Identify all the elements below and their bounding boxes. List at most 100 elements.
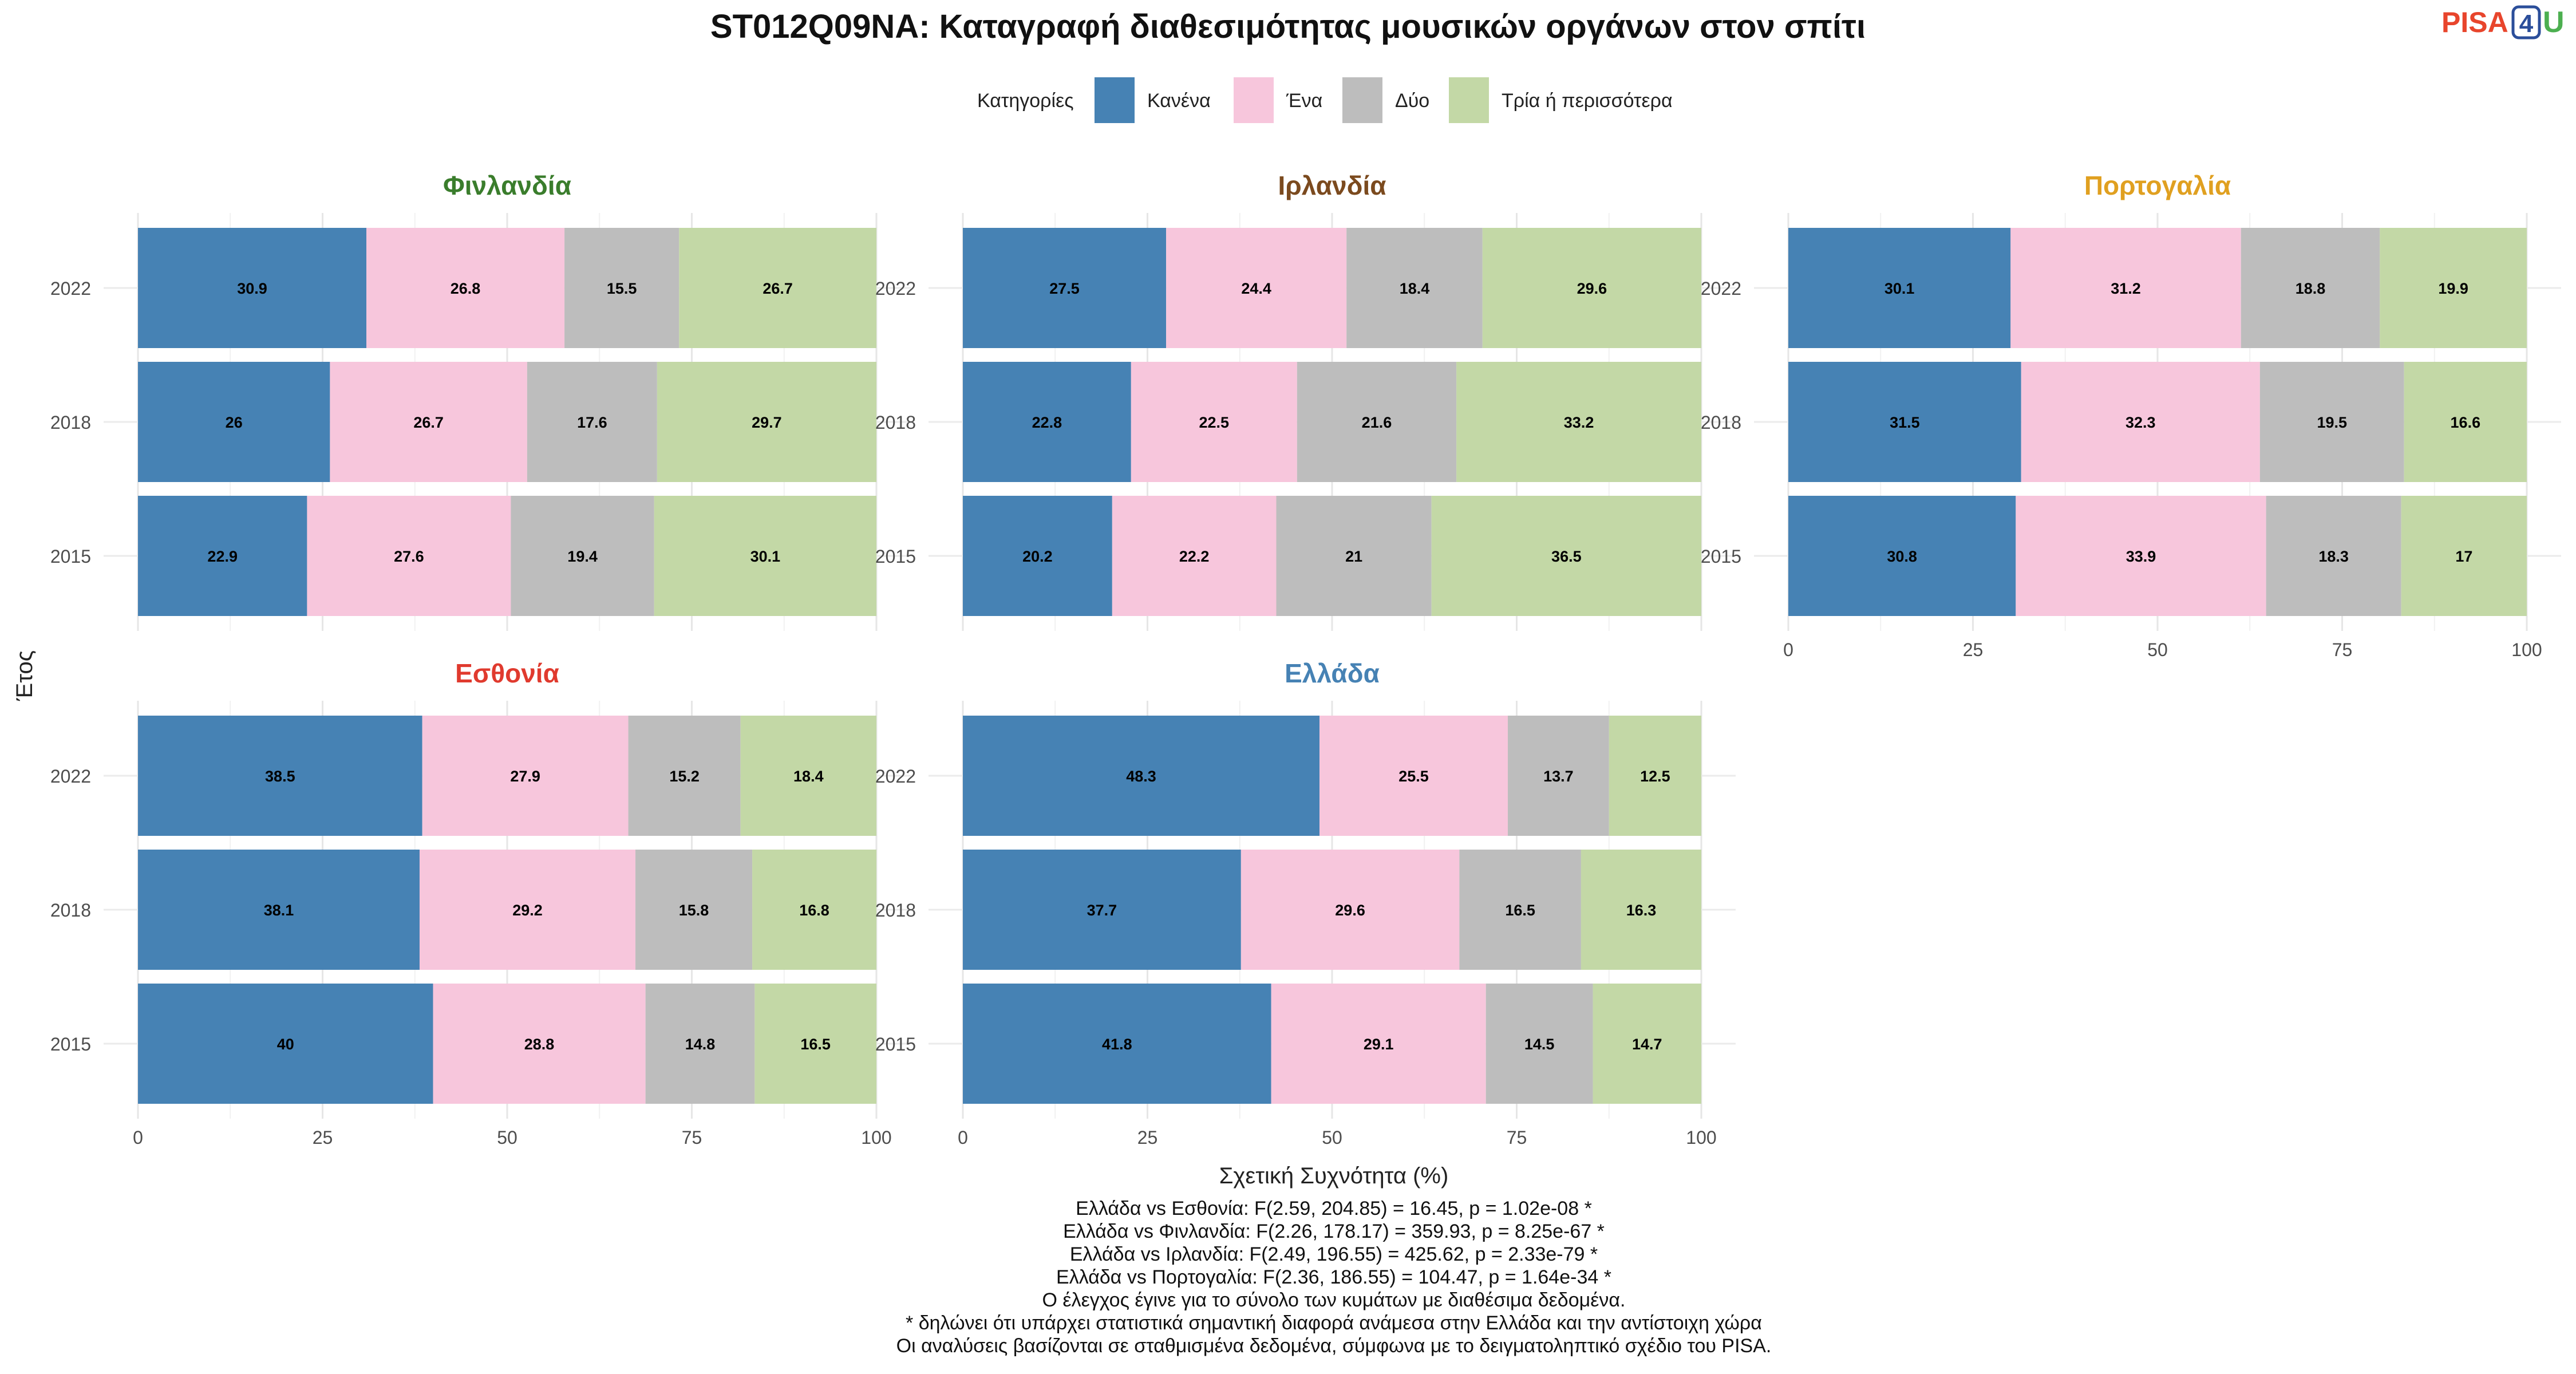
bar-segment xyxy=(1788,496,2016,616)
facet-panel: Φινλανδία 2022 30.9 26.8 15.5 26.7 2018 26 26.7 1… xyxy=(50,171,911,631)
data-label: 15.8 xyxy=(679,902,709,919)
data-label: 14.7 xyxy=(1632,1036,1662,1053)
data-label: 17 xyxy=(2455,548,2472,565)
bar-segment xyxy=(963,850,1241,970)
logo-digit: 4 xyxy=(2519,10,2534,38)
y-tick-label: 2015 xyxy=(50,1034,91,1055)
bar-segment xyxy=(1456,362,1701,482)
bar-segment xyxy=(657,362,876,482)
data-label: 22.5 xyxy=(1199,414,1230,431)
data-label: 18.4 xyxy=(1400,280,1430,297)
legend-label: Τρία ή περισσότερα xyxy=(1502,90,1673,112)
facet-panel: Ιρλανδία 2022 27.5 24.4 18.4 29.6 2018 22.8 22.5… xyxy=(875,171,1736,631)
bar-segment xyxy=(1166,228,1347,348)
pisa4u-logo: PISA 4 U xyxy=(2441,5,2565,40)
footnote-line: * δηλώνει ότι υπάρχει στατιστικά σημαντι… xyxy=(906,1312,1762,1334)
data-label: 16.5 xyxy=(1505,902,1535,919)
data-label: 26.8 xyxy=(451,280,481,297)
bar-segment xyxy=(1240,850,1460,970)
data-label: 17.6 xyxy=(577,414,607,431)
y-axis-title: Έτος xyxy=(12,650,37,701)
bar-segment xyxy=(527,362,657,482)
y-tick-label: 2018 xyxy=(50,900,91,921)
panel-title: Ελλάδα xyxy=(1285,658,1380,688)
bar-segment xyxy=(635,850,753,970)
bar-segment xyxy=(1131,362,1297,482)
logo-letter: U xyxy=(2543,6,2565,39)
data-label: 32.3 xyxy=(2125,414,2156,431)
data-label: 33.2 xyxy=(1564,414,1594,431)
footnotes: Ελλάδα vs Εσθονία: F(2.59, 204.85) = 16.… xyxy=(896,1198,1772,1357)
bar-segment xyxy=(654,496,876,616)
data-label: 15.5 xyxy=(607,280,637,297)
data-label: 26.7 xyxy=(413,414,444,431)
bar-segment xyxy=(752,850,876,970)
bar-segment xyxy=(2241,228,2380,348)
y-tick-label: 2018 xyxy=(875,412,916,433)
data-label: 21.6 xyxy=(1362,414,1392,431)
x-tick-label: 50 xyxy=(2147,639,2168,660)
bar-segment xyxy=(1508,716,1609,836)
y-tick-label: 2015 xyxy=(875,546,916,567)
y-tick-label: 2015 xyxy=(875,1034,916,1055)
bar-segment xyxy=(963,228,1167,348)
chart-title: ST012Q09NA: Καταγραφή διαθεσιμότητας μου… xyxy=(710,8,1866,45)
facet-panels: Φινλανδία 2022 30.9 26.8 15.5 26.7 2018 26 26.7 1… xyxy=(50,171,2561,1148)
x-tick-label: 50 xyxy=(497,1127,517,1148)
data-label: 27.9 xyxy=(510,768,540,785)
bar-segment xyxy=(1271,984,1486,1104)
bar-segment xyxy=(2404,362,2527,482)
bar-segment xyxy=(2016,496,2266,616)
bar-segment xyxy=(2401,496,2527,616)
panel-title: Πορτογαλία xyxy=(2084,171,2231,200)
data-label: 18.4 xyxy=(793,768,824,785)
bar-segment xyxy=(628,716,741,836)
legend: Κατηγορίες Κανένα Ένα Δύο Τρία ή περισσότερ… xyxy=(977,77,1673,123)
bar-segment xyxy=(138,362,330,482)
y-tick-label: 2022 xyxy=(1701,278,1741,299)
bar-segment xyxy=(963,496,1112,616)
legend-label: Κανένα xyxy=(1147,90,1211,112)
data-label: 18.3 xyxy=(2318,548,2349,565)
legend-key xyxy=(1095,77,1135,123)
bar-segment xyxy=(330,362,527,482)
bar-segment xyxy=(2021,362,2260,482)
data-label: 27.5 xyxy=(1049,280,1080,297)
data-label: 41.8 xyxy=(1102,1036,1132,1053)
data-label: 20.2 xyxy=(1022,548,1053,565)
bar-segment xyxy=(963,984,1271,1104)
data-label: 29.6 xyxy=(1577,280,1607,297)
data-label: 19.5 xyxy=(2317,414,2347,431)
bar-segment xyxy=(1581,850,1701,970)
bar-segment xyxy=(1482,228,1701,348)
x-tick-label: 25 xyxy=(1963,639,1984,660)
data-label: 16.8 xyxy=(799,902,829,919)
bar-segment xyxy=(645,984,755,1104)
y-tick-label: 2015 xyxy=(50,546,91,567)
data-label: 16.3 xyxy=(1626,902,1657,919)
footnote-line: Ελλάδα vs Εσθονία: F(2.59, 204.85) = 16.… xyxy=(1076,1198,1592,1219)
data-label: 29.7 xyxy=(752,414,782,431)
legend-title: Κατηγορίες xyxy=(977,90,1074,112)
x-tick-label: 75 xyxy=(1507,1127,1527,1148)
data-label: 15.2 xyxy=(669,768,700,785)
data-label: 40 xyxy=(277,1036,294,1053)
data-label: 48.3 xyxy=(1126,768,1156,785)
legend-label: Δύο xyxy=(1395,90,1429,112)
x-axis-title: Σχετική Συχνότητα (%) xyxy=(1219,1163,1449,1189)
data-label: 29.6 xyxy=(1335,902,1365,919)
x-tick-label: 75 xyxy=(682,1127,702,1148)
panel-title: Φινλανδία xyxy=(443,171,571,200)
bar-segment xyxy=(433,984,646,1104)
bar-segment xyxy=(2266,496,2401,616)
data-label: 22.2 xyxy=(1179,548,1210,565)
footnote-line: Οι αναλύσεις βασίζονται σε σταθμισμένα δ… xyxy=(896,1335,1772,1357)
y-tick-label: 2022 xyxy=(50,766,91,787)
data-label: 31.5 xyxy=(1890,414,1920,431)
x-tick-label: 100 xyxy=(2511,639,2542,660)
bar-segment xyxy=(1788,228,2011,348)
data-label: 22.9 xyxy=(207,548,238,565)
bar-segment xyxy=(2010,228,2241,348)
data-label: 37.7 xyxy=(1087,902,1117,919)
panel-title: Εσθονία xyxy=(455,658,559,688)
